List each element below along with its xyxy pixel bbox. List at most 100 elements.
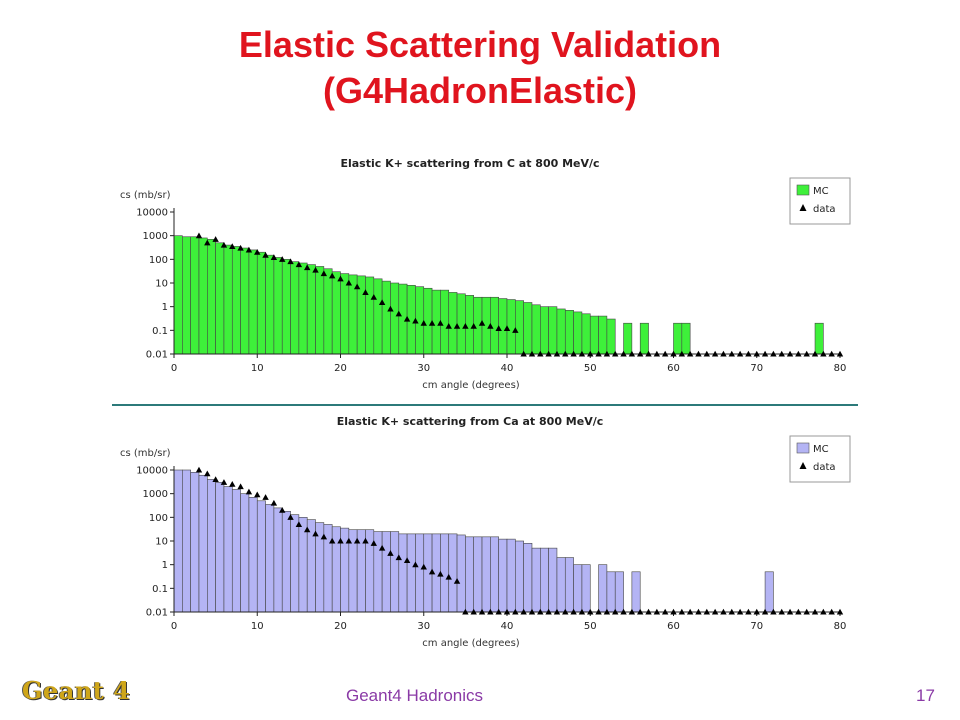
data-point: [803, 350, 810, 357]
mc-bar: [589, 315, 599, 355]
mc-bar: [606, 318, 616, 355]
data-point: [553, 350, 561, 357]
mc-bar: [639, 322, 649, 355]
data-point: [828, 608, 835, 615]
data-point: [695, 350, 702, 357]
mc-bar: [390, 282, 400, 355]
legend-data-marker: [799, 462, 807, 469]
mc-bar: [273, 257, 283, 355]
mc-bar: [473, 536, 483, 613]
y-tick-label: 100: [149, 255, 168, 266]
data-point: [195, 232, 203, 239]
data-point: [412, 561, 419, 568]
data-point: [195, 466, 203, 473]
x-tick-label: 20: [334, 621, 347, 632]
mc-bar: [515, 300, 524, 355]
y-tick-label: 10: [155, 279, 168, 290]
data-point: [795, 608, 802, 615]
data-point: [345, 279, 353, 286]
data-point: [703, 608, 710, 615]
mc-bar: [290, 261, 300, 355]
data-point: [237, 244, 244, 251]
x-tick-label: 30: [417, 363, 430, 374]
data-point: [295, 261, 303, 268]
data-point: [220, 479, 228, 485]
data-point: [420, 320, 427, 326]
data-point: [595, 608, 602, 615]
mc-bar: [231, 246, 241, 355]
data-point: [653, 350, 661, 357]
y-tick-label: 0.01: [146, 608, 168, 619]
x-tick-label: 70: [750, 621, 763, 632]
data-point: [370, 540, 377, 546]
data-point: [553, 608, 561, 615]
slide-title: Elastic Scattering Validation (G4HadronE…: [0, 22, 960, 114]
x-tick-label: 80: [834, 621, 847, 632]
data-point: [362, 537, 369, 544]
chart-divider: [112, 404, 858, 406]
mc-bar: [340, 273, 350, 355]
data-point: [395, 310, 402, 317]
data-point: [279, 256, 286, 262]
data-point: [387, 305, 394, 312]
mc-bar: [623, 322, 633, 355]
data-point: [695, 608, 702, 615]
data-point: [645, 608, 652, 615]
data-point: [245, 246, 253, 253]
y-tick-label: 1000: [143, 231, 168, 242]
data-point: [512, 327, 519, 333]
data-point: [503, 325, 511, 332]
data-point: [320, 270, 328, 277]
data-point: [478, 608, 486, 615]
y-axis-label: cs (mb/sr): [120, 190, 171, 201]
data-point: [587, 608, 594, 615]
y-tick-label: 0.1: [152, 326, 168, 337]
mc-bar: [548, 306, 558, 355]
mc-bar: [598, 315, 608, 355]
y-tick-label: 1: [162, 560, 168, 571]
mc-bar: [465, 536, 474, 613]
mc-bar: [539, 547, 549, 613]
data-points: [195, 466, 844, 615]
data-point: [720, 350, 727, 357]
legend-mc-swatch: [796, 184, 810, 196]
data-point: [545, 608, 552, 615]
mc-bar: [581, 564, 591, 613]
data-point: [262, 494, 269, 500]
data-point: [437, 570, 444, 577]
x-axis-label: cm angle (degrees): [422, 380, 519, 391]
x-tick-label: 0: [171, 363, 177, 374]
legend-data-label: data: [813, 204, 836, 215]
y-tick-label: 100: [149, 513, 168, 524]
data-point: [670, 350, 677, 357]
x-tick-label: 40: [501, 363, 514, 374]
data-point: [212, 236, 219, 242]
data-point: [470, 608, 477, 615]
x-tick-label: 80: [834, 363, 847, 374]
data-point: [811, 608, 819, 615]
mc-bar: [498, 298, 508, 355]
mc-bar: [231, 489, 241, 613]
data-point: [761, 608, 769, 615]
mc-bar: [207, 239, 216, 355]
data-point: [786, 608, 794, 615]
data-point: [612, 350, 619, 357]
chart-carbon: Elastic K+ scattering from C at 800 MeV/…: [100, 150, 860, 392]
data-point: [537, 350, 544, 357]
data-point: [728, 350, 735, 357]
mc-bar: [539, 306, 549, 355]
data-point: [445, 322, 452, 329]
mc-bar: [573, 564, 583, 613]
data-point: [778, 350, 785, 357]
data-point: [262, 251, 269, 258]
data-point: [403, 315, 411, 322]
data-point: [811, 350, 819, 357]
data-point: [220, 241, 228, 248]
mc-bar: [248, 249, 258, 355]
data-point: [378, 544, 386, 551]
x-tick-label: 50: [584, 621, 597, 632]
mc-bar: [606, 571, 616, 613]
data-point: [836, 350, 844, 357]
mc-bar: [323, 268, 333, 355]
mc-bar: [515, 540, 524, 613]
